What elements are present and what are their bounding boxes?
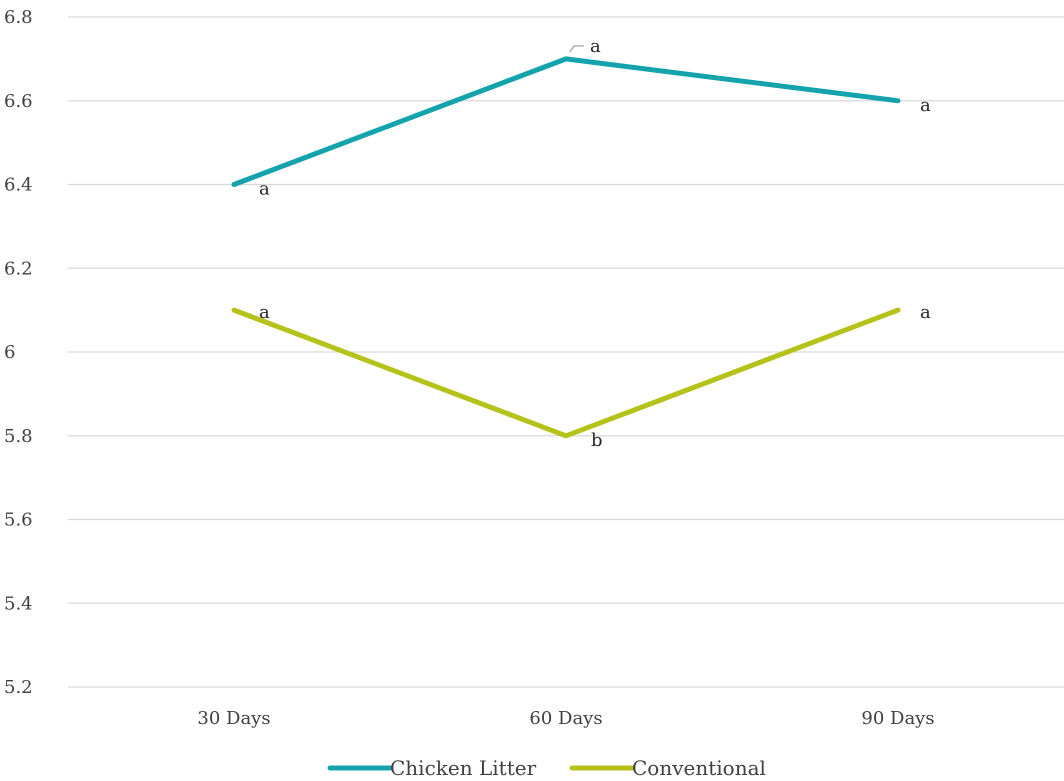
y-tick-label: 6.6 — [4, 91, 33, 112]
x-tick-label: 30 Days — [197, 708, 270, 729]
x-axis-ticks: 30 Days 60 Days 90 Days — [197, 708, 934, 729]
legend: Chicken Litter Conventional — [327, 756, 766, 780]
x-tick-label: 60 Days — [529, 708, 602, 729]
series-lines — [231, 56, 901, 439]
data-label: a — [920, 95, 931, 116]
y-tick-label: 6.8 — [4, 7, 33, 28]
y-tick-label: 5.2 — [4, 677, 33, 698]
data-label: a — [259, 179, 270, 200]
y-tick-label: 6.2 — [4, 258, 33, 279]
data-label-leader-line — [569, 45, 584, 53]
legend-label: Conventional — [632, 756, 766, 780]
y-tick-label: 5.6 — [4, 510, 33, 531]
y-axis-ticks: 5.2 5.4 5.6 5.8 6 6.2 6.4 6.6 6.8 — [4, 7, 33, 698]
data-label: a — [590, 36, 601, 57]
data-labels: a a a a b a — [259, 36, 931, 451]
data-label: a — [259, 302, 270, 323]
y-tick-label: 5.4 — [4, 593, 33, 614]
y-tick-label: 5.8 — [4, 426, 33, 447]
x-tick-label: 90 Days — [861, 708, 934, 729]
data-label: b — [591, 430, 603, 451]
legend-label: Chicken Litter — [390, 756, 537, 780]
series-line-chicken-litter — [231, 56, 901, 187]
gridlines — [68, 16, 1064, 688]
series-line-conventional — [231, 307, 901, 439]
y-tick-label: 6.4 — [4, 175, 33, 196]
y-tick-label: 6 — [4, 342, 15, 363]
data-label: a — [920, 302, 931, 323]
